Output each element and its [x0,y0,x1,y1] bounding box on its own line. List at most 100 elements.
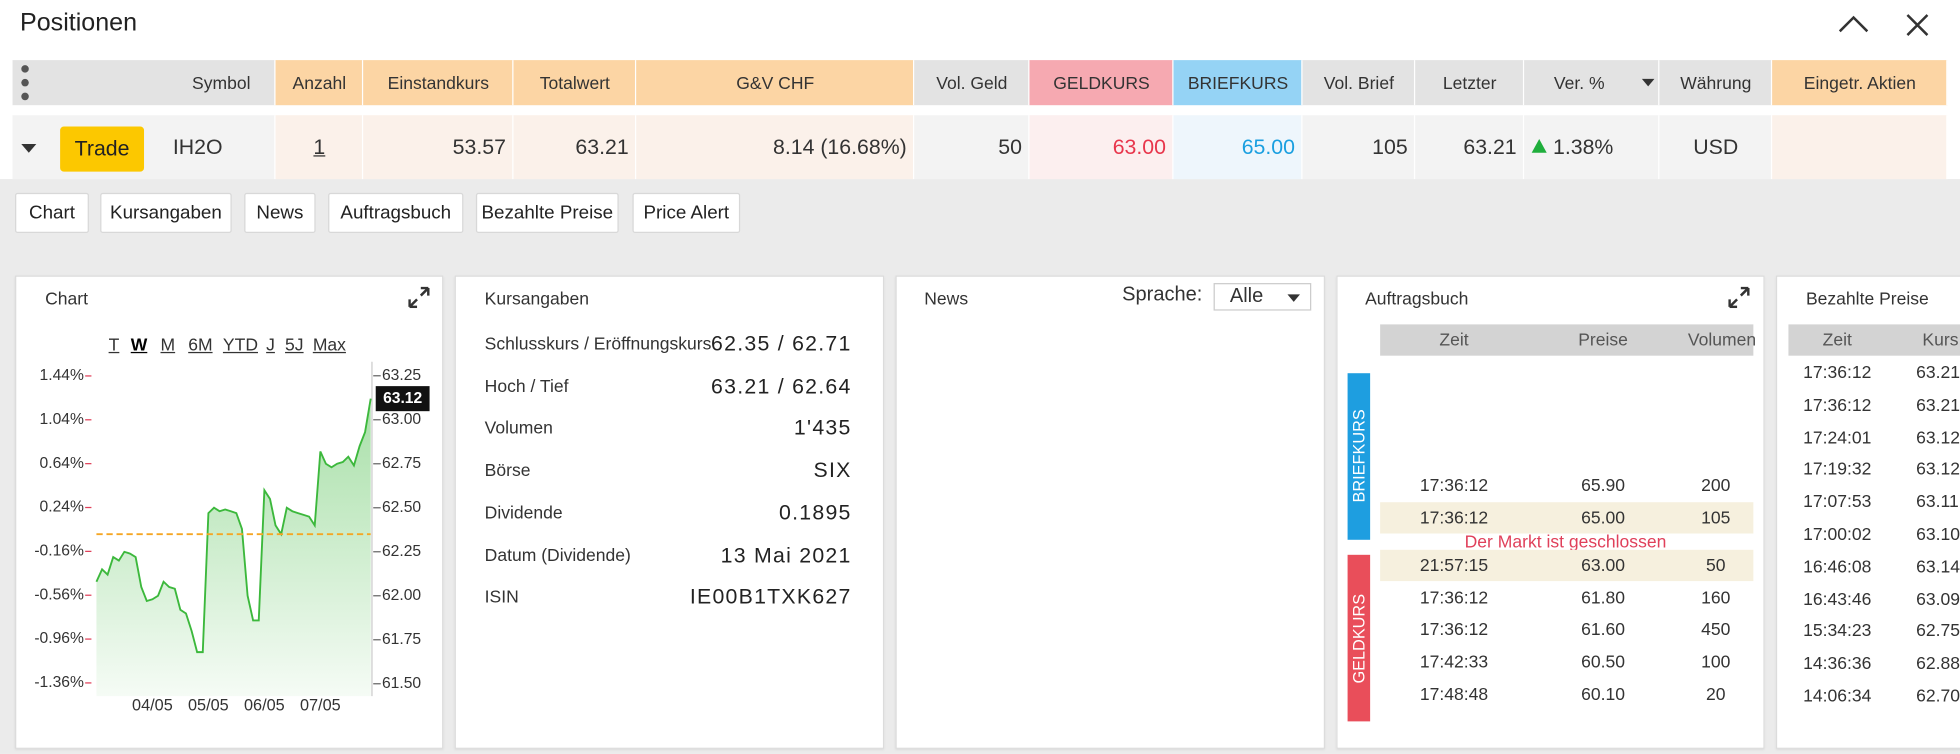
header-cell [1415,60,1525,106]
tab[interactable] [328,192,464,233]
column-header[interactable]: Einstandkurs [387,72,490,93]
header-cell [12,60,276,106]
symbol: IH2O [172,135,223,160]
column-header[interactable]: Totalwert [539,72,610,93]
period-button[interactable]: Max [312,334,346,355]
cell-value: 63.21 [1463,135,1517,160]
order-cell: 61.60 [1581,619,1626,640]
period-button[interactable]: W [130,334,148,355]
tab-label[interactable]: Chart [29,202,75,224]
header-cell [1524,60,1660,106]
language-label: Sprache: [1122,284,1203,306]
quantity[interactable]: 1 [313,135,326,160]
row-cell [12,115,276,180]
order-cell: 60.50 [1581,651,1626,672]
header-cell [1659,60,1773,106]
column-header: Volumen [1687,329,1757,350]
column-header[interactable]: Vol. Geld [936,72,1008,93]
tab-label[interactable]: News [256,202,304,224]
trade-time: 17:07:53 [1803,491,1872,512]
period-button[interactable]: 6M [188,334,213,355]
currency: USD [1693,135,1739,160]
news-panel [895,275,1326,749]
tab[interactable] [632,192,741,233]
expand-icon[interactable] [1728,286,1750,309]
column-header[interactable]: Ver. % [1553,72,1605,93]
trade-price: 63.12 [1916,426,1960,447]
tab[interactable] [244,192,316,233]
header-cell [636,60,915,106]
field-label: Volumen [484,417,553,438]
trade-label: Trade [74,136,130,161]
up-triangle [1531,139,1547,153]
header-cell [275,60,364,106]
cell-value: 65.00 [1241,135,1295,160]
menu-dot[interactable] [21,92,29,101]
tab-label[interactable]: Bezahlte Preise [481,202,614,224]
tab-label[interactable]: Kursangaben [110,202,222,224]
order-cell: 17:42:33 [1419,651,1489,672]
close-icon[interactable] [1904,11,1932,39]
order-cell: 20 [1706,683,1726,704]
market-closed-notice: Der Markt ist geschlossen [1464,531,1667,552]
tab[interactable] [15,192,89,233]
trade-button[interactable] [60,126,145,172]
side-label: GELDKURS [1349,593,1369,684]
period-button[interactable]: YTD [222,334,258,355]
menu-dot[interactable] [21,78,29,87]
trade-price: 62.88 [1916,652,1960,673]
header-cell [1772,60,1948,106]
panel-title: Kursangaben [484,288,589,309]
order-cell: 61.80 [1581,586,1626,608]
column-header[interactable]: Währung [1680,72,1752,93]
row-cell [636,115,915,180]
tab-label[interactable]: Auftragsbuch [340,202,452,224]
column-header[interactable]: BRIEFKURS [1187,72,1289,93]
trade-price: 63.10 [1916,523,1960,544]
expand-icon[interactable] [408,286,430,309]
trade-price: 63.11 [1916,491,1959,512]
row-cell [275,115,364,180]
order-cell: 200 [1701,474,1731,495]
column-header[interactable]: GELDKURS [1053,72,1150,93]
expand-toggle[interactable] [21,144,37,153]
trade-price: 63.21 [1916,394,1960,415]
order-cell: 17:48:48 [1419,683,1489,704]
trade-price: 63.09 [1916,588,1960,609]
column-header[interactable]: G&V CHF [736,72,815,93]
column-header: Preise [1578,329,1628,350]
menu-dot[interactable] [21,65,29,73]
tab-label[interactable]: Price Alert [643,202,730,224]
trade-time: 17:24:01 [1803,426,1872,447]
tab[interactable] [100,192,232,233]
trade-time: 17:36:12 [1803,394,1872,415]
row-cell [1524,115,1660,180]
order-cell: 105 [1701,507,1731,528]
field-label: Hoch / Tief [484,375,569,396]
ask-bar [1347,373,1371,540]
language-value[interactable]: Alle [1229,285,1264,307]
header-cell [363,60,514,106]
column-header[interactable]: Letzter [1442,72,1497,93]
order-cell: 60.10 [1581,683,1626,704]
column-header[interactable]: Vol. Brief [1323,72,1394,93]
collapse-icon[interactable] [1836,10,1871,38]
period-button[interactable]: M [160,334,176,355]
tab[interactable] [475,192,619,233]
order-cell: 17:36:12 [1419,474,1489,495]
period-button[interactable]: 5J [285,334,304,355]
row-cell [1415,115,1525,180]
period-button[interactable]: J [266,334,275,355]
header-cell [513,60,637,106]
order-cell: 65.90 [1581,474,1626,495]
order-cell: 17:36:12 [1419,507,1489,528]
row-cell [1302,115,1416,180]
field-value: IE00B1TXK627 [689,585,852,611]
period-button[interactable]: T [108,334,120,355]
column-header[interactable]: Anzahl [292,72,347,93]
window-title: Positionen [20,9,138,37]
column-header[interactable]: Eingetr. Aktien [1803,72,1916,93]
cell-value: 8.14 (16.68%) [772,135,907,160]
change-pct: 1.38% [1552,135,1614,160]
field-label: Börse [484,459,531,480]
